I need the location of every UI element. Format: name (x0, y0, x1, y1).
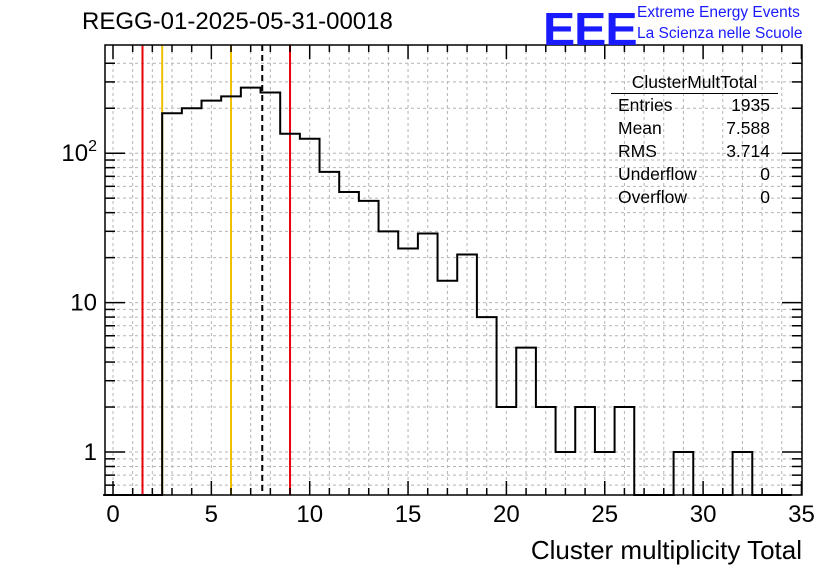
x-axis-label: Cluster multiplicity Total (531, 535, 802, 565)
y-tick-labels: 1 10 102 (61, 138, 97, 466)
y-tick-label: 102 (61, 138, 97, 167)
stats-row-rms: RMS 3.714 (611, 140, 778, 163)
x-tick-label: 35 (788, 501, 815, 528)
x-tick-label: 25 (591, 501, 618, 528)
x-tick-label: 20 (493, 501, 520, 528)
stats-row-overflow: Overflow 0 (611, 186, 778, 209)
stats-label: Entries (618, 95, 673, 115)
axis-ticks (105, 45, 803, 495)
x-tick-label: 30 (690, 501, 717, 528)
x-tick-labels: 0 5 10 15 20 25 30 35 (106, 501, 814, 528)
plot-title: REGG-01-2025-05-31-00018 (82, 8, 393, 35)
stats-value: 7.588 (726, 118, 770, 138)
stats-value: 0 (760, 164, 770, 184)
stats-value: 0 (760, 187, 770, 207)
stats-row-underflow: Underflow 0 (611, 163, 778, 186)
y-tick-label: 10 (70, 290, 97, 317)
stats-row-entries: Entries 1935 (611, 94, 778, 117)
stats-box: ClusterMultTotal Entries 1935 Mean 7.588… (611, 71, 778, 209)
reference-lines (141, 45, 292, 495)
plot-frame (104, 44, 803, 496)
stats-label: Mean (618, 118, 662, 138)
stats-value: 3.714 (726, 141, 770, 161)
x-tick-label: 5 (205, 501, 218, 528)
grid (105, 45, 802, 495)
stats-value: 1935 (731, 95, 770, 115)
y-tick-label: 1 (84, 439, 97, 466)
eee-logo: EEE (543, 3, 638, 55)
logo-subtitle-1: Extreme Energy Events (637, 4, 800, 21)
stats-label: RMS (618, 141, 657, 161)
stats-label: Underflow (618, 164, 697, 184)
stats-title: ClusterMultTotal (611, 71, 778, 94)
logo-subtitle-2: La Scienza nelle Scuole (637, 25, 803, 42)
stats-label: Overflow (618, 187, 688, 207)
stats-row-mean: Mean 7.588 (611, 117, 778, 140)
x-tick-label: 10 (296, 501, 323, 528)
x-tick-label: 0 (106, 501, 119, 528)
x-tick-label: 15 (395, 501, 422, 528)
